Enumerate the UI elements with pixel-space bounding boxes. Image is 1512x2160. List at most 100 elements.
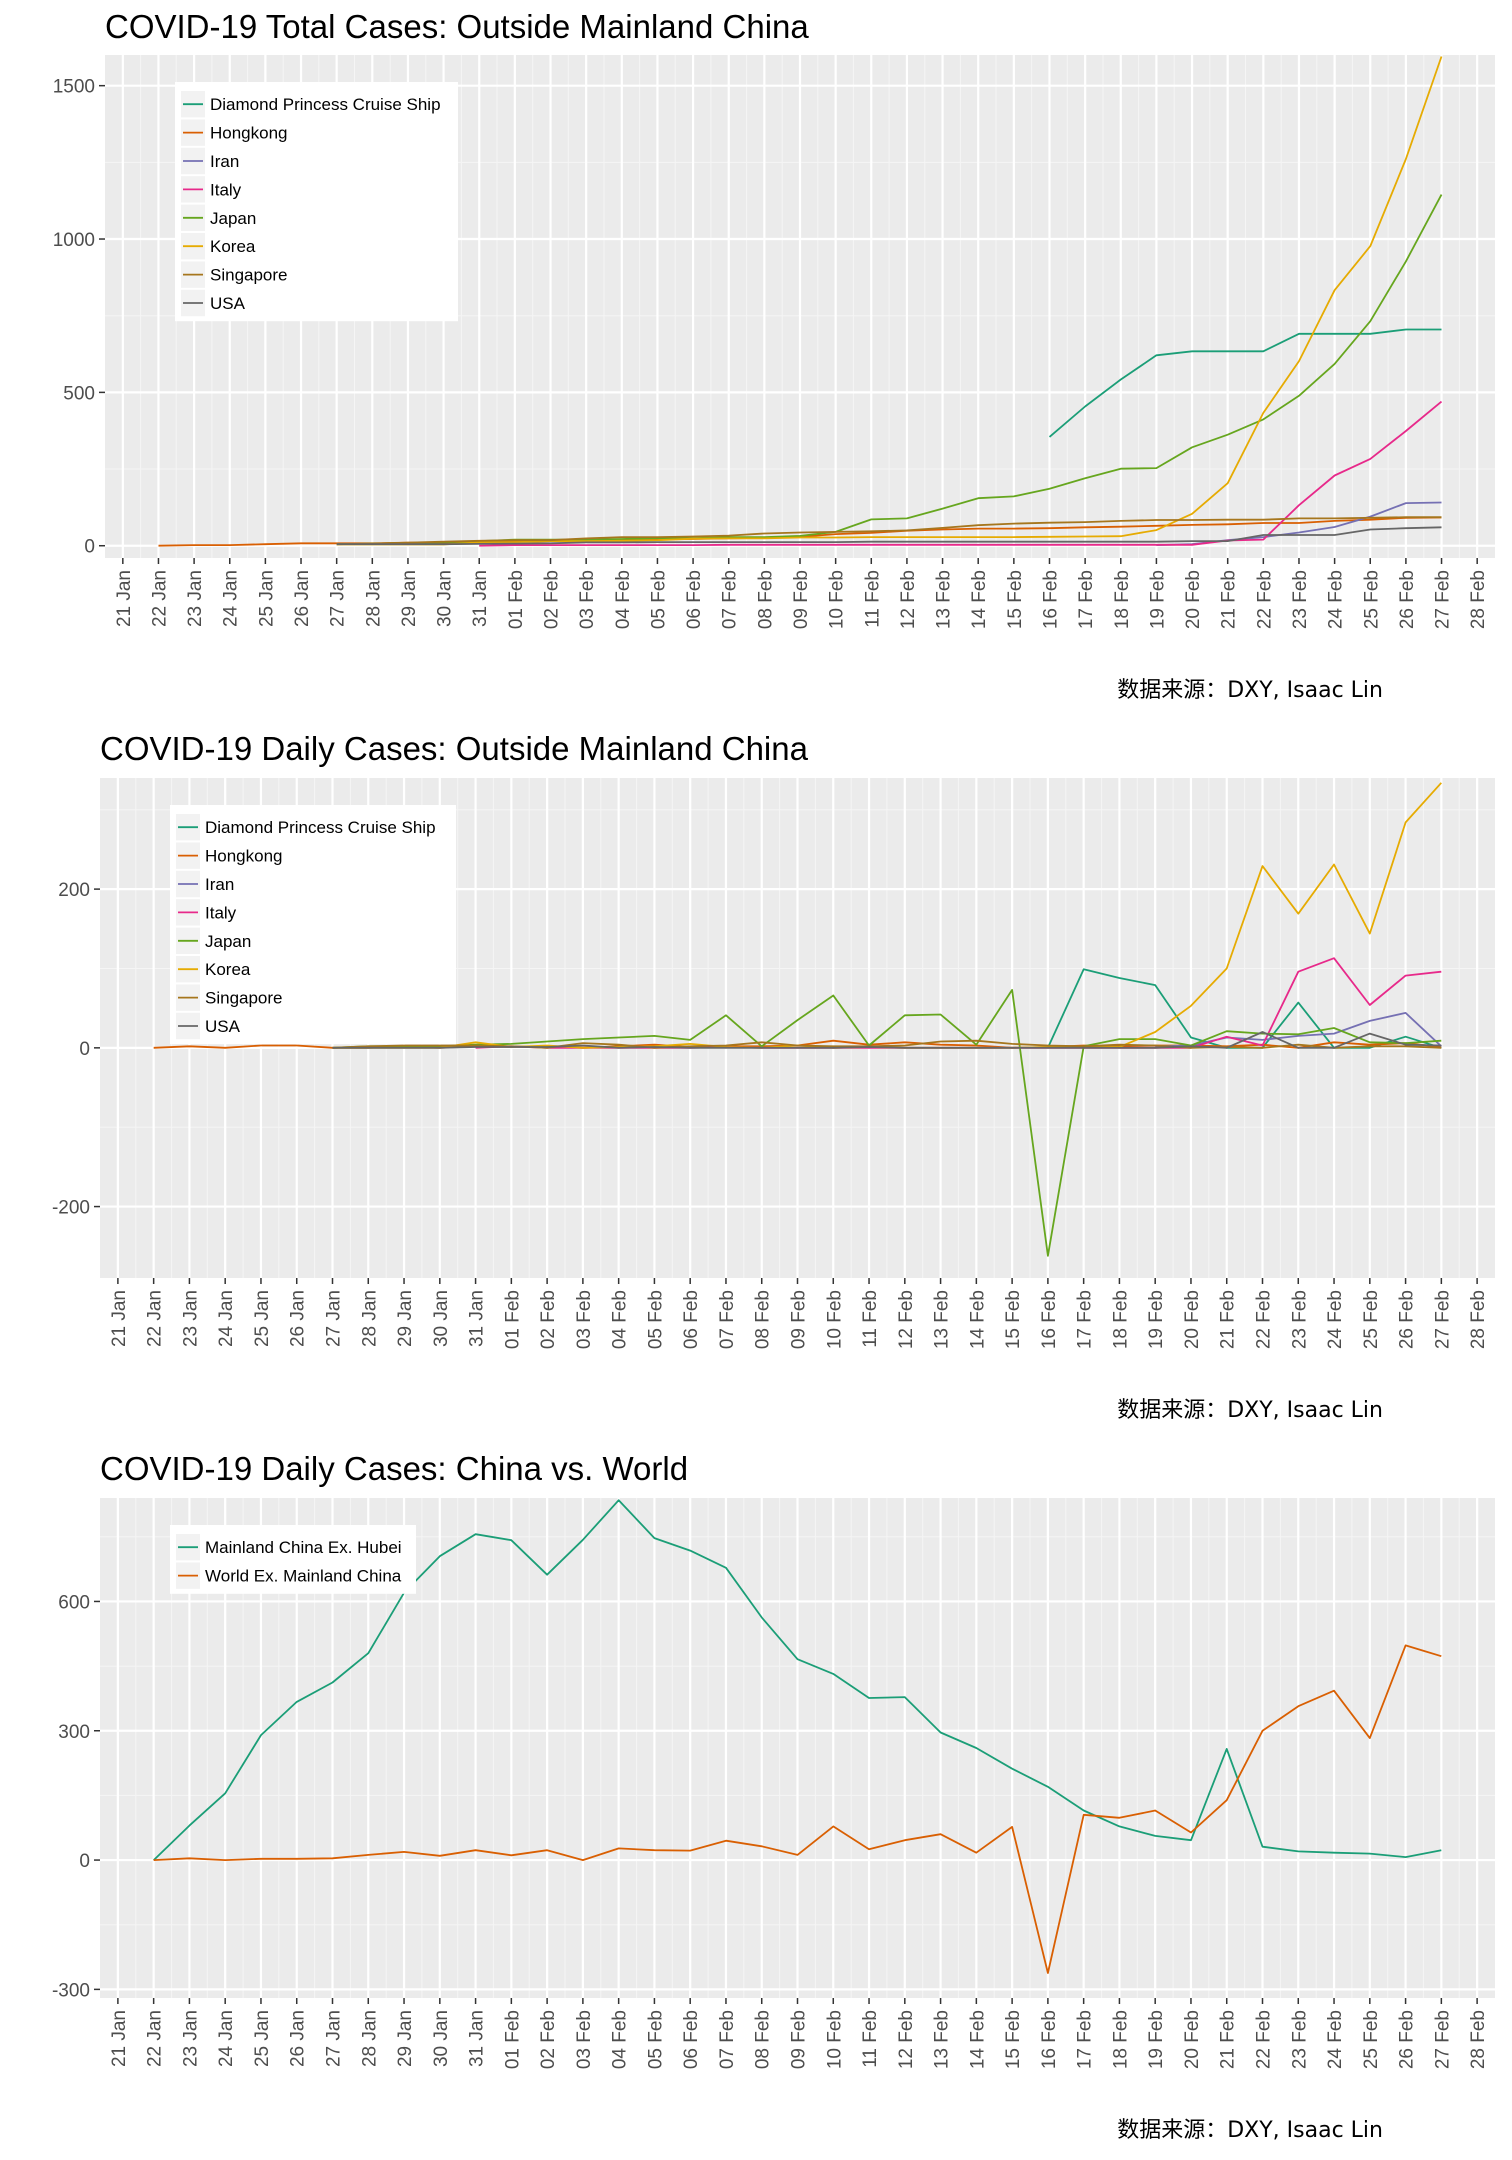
x-tick-label: 31 Jan bbox=[467, 2010, 488, 2067]
x-tick-label: 27 Feb bbox=[1432, 2010, 1453, 2069]
x-tick-label: 19 Feb bbox=[1147, 570, 1168, 629]
x-tick-label: 20 Feb bbox=[1183, 570, 1204, 629]
x-tick-label: 12 Feb bbox=[898, 570, 919, 629]
legend-label: World Ex. Mainland China bbox=[205, 1567, 402, 1586]
x-tick-label: 19 Feb bbox=[1146, 2010, 1167, 2069]
x-tick-label: 25 Feb bbox=[1361, 2010, 1382, 2069]
x-tick-label: 02 Feb bbox=[538, 1290, 559, 1349]
x-tick-label: 26 Feb bbox=[1397, 2010, 1418, 2069]
x-tick-label: 29 Jan bbox=[395, 2010, 416, 2067]
y-tick-label: 1000 bbox=[53, 230, 95, 251]
x-tick-label: 28 Feb bbox=[1468, 2010, 1489, 2069]
x-tick-label: 15 Feb bbox=[1003, 2010, 1024, 2069]
x-tick-label: 23 Feb bbox=[1289, 2010, 1310, 2069]
legend-label: Iran bbox=[205, 875, 234, 894]
x-tick-label: 29 Jan bbox=[399, 570, 420, 627]
legend-label: Hongkong bbox=[205, 847, 283, 866]
series-world-ex-mainland-china bbox=[153, 1644, 1442, 1974]
chart-panel-daily-cases: COVID-19 Daily Cases: Outside Mainland C… bbox=[0, 720, 1512, 1440]
legend-label: Korea bbox=[210, 237, 256, 256]
x-tick-label: 04 Feb bbox=[610, 1290, 631, 1349]
y-tick-label: -300 bbox=[52, 1980, 90, 2001]
x-tick-label: 29 Jan bbox=[395, 1290, 416, 1347]
y-tick-label: 0 bbox=[79, 1039, 90, 1060]
x-tick-label: 03 Feb bbox=[574, 1290, 595, 1349]
x-tick-label: 17 Feb bbox=[1075, 2010, 1096, 2069]
x-tick-label: 07 Feb bbox=[720, 570, 741, 629]
x-tick-label: 21 Jan bbox=[109, 1290, 130, 1347]
x-tick-label: 22 Jan bbox=[145, 1290, 166, 1347]
source-caption: 数据来源：DXY, Isaac Lin bbox=[1117, 678, 1383, 703]
x-tick-label: 28 Jan bbox=[359, 1290, 380, 1347]
x-tick-label: 13 Feb bbox=[932, 2010, 953, 2069]
source-caption: 数据来源：DXY, Isaac Lin bbox=[1117, 2118, 1383, 2143]
x-tick-label: 25 Jan bbox=[252, 1290, 273, 1347]
x-tick-label: 31 Jan bbox=[467, 1290, 488, 1347]
legend-label: Korea bbox=[205, 960, 251, 979]
x-tick-label: 23 Feb bbox=[1289, 1290, 1310, 1349]
x-tick-label: 22 Jan bbox=[149, 570, 170, 627]
x-tick-label: 14 Feb bbox=[967, 2010, 988, 2069]
x-tick-label: 13 Feb bbox=[934, 570, 955, 629]
x-tick-label: 24 Jan bbox=[216, 2010, 237, 2067]
x-tick-label: 16 Feb bbox=[1039, 2010, 1060, 2069]
legend-label: Iran bbox=[210, 152, 239, 171]
y-tick-label: 300 bbox=[58, 1722, 90, 1743]
x-tick-label: 08 Feb bbox=[755, 570, 776, 629]
x-tick-label: 28 Feb bbox=[1468, 1290, 1489, 1349]
legend-label: Hongkong bbox=[210, 124, 288, 143]
x-tick-label: 09 Feb bbox=[789, 1290, 810, 1349]
x-tick-label: 23 Jan bbox=[185, 570, 206, 627]
x-tick-label: 07 Feb bbox=[717, 2010, 738, 2069]
x-tick-label: 30 Jan bbox=[431, 1290, 452, 1347]
legend: Mainland China Ex. Hubei World Ex. Mainla… bbox=[170, 1525, 416, 1594]
x-tick-label: 06 Feb bbox=[681, 1290, 702, 1349]
x-tick-label: 26 Jan bbox=[288, 2010, 309, 2067]
legend: Diamond Princess Cruise Ship Hongkong Iran… bbox=[170, 805, 456, 1045]
chart-title: COVID-19 Total Cases: Outside Mainland C… bbox=[105, 8, 809, 45]
x-tick-label: 27 Jan bbox=[324, 1290, 345, 1347]
x-tick-label: 05 Feb bbox=[645, 2010, 666, 2069]
chart-panel-total-cases: COVID-19 Total Cases: Outside Mainland C… bbox=[0, 0, 1512, 720]
y-tick-label: 1500 bbox=[53, 77, 95, 98]
x-tick-label: 24 Jan bbox=[221, 570, 242, 627]
legend: Diamond Princess Cruise Ship Hongkong Iran… bbox=[175, 82, 458, 322]
series-line bbox=[1048, 328, 1442, 438]
legend-label: Singapore bbox=[210, 266, 288, 285]
x-tick-label: 10 Feb bbox=[824, 2010, 845, 2069]
series-line bbox=[336, 526, 1442, 546]
y-tick-label: 200 bbox=[58, 880, 90, 901]
series-diamond-princess-cruise-ship bbox=[1048, 328, 1442, 438]
x-tick-label: 24 Feb bbox=[1326, 570, 1347, 629]
legend-label: Diamond Princess Cruise Ship bbox=[205, 818, 436, 837]
x-tick-label: 16 Feb bbox=[1039, 1290, 1060, 1349]
x-tick-label: 23 Jan bbox=[180, 1290, 201, 1347]
x-tick-label: 21 Feb bbox=[1218, 1290, 1239, 1349]
x-tick-label: 09 Feb bbox=[791, 570, 812, 629]
y-tick-label: -200 bbox=[52, 1198, 90, 1219]
x-tick-label: 11 Feb bbox=[862, 570, 883, 628]
x-tick-label: 13 Feb bbox=[932, 1290, 953, 1349]
x-tick-label: 17 Feb bbox=[1075, 1290, 1096, 1349]
x-tick-label: 01 Feb bbox=[502, 1290, 523, 1349]
x-tick-label: 18 Feb bbox=[1110, 2010, 1131, 2069]
x-tick-label: 15 Feb bbox=[1005, 570, 1026, 629]
x-tick-label: 25 Feb bbox=[1361, 1290, 1382, 1349]
x-tick-label: 03 Feb bbox=[574, 2010, 595, 2069]
x-tick-label: 12 Feb bbox=[896, 2010, 917, 2069]
x-tick-label: 08 Feb bbox=[753, 2010, 774, 2069]
series-line bbox=[332, 1031, 1442, 1049]
x-tick-label: 05 Feb bbox=[648, 570, 669, 629]
legend-label: Japan bbox=[210, 209, 256, 228]
legend-label: Italy bbox=[210, 180, 242, 199]
x-tick-label: 27 Jan bbox=[324, 2010, 345, 2067]
y-tick-label: 0 bbox=[79, 1851, 90, 1872]
x-tick-label: 28 Jan bbox=[359, 2010, 380, 2067]
y-tick-label: 500 bbox=[63, 383, 95, 404]
x-tick-label: 26 Feb bbox=[1397, 1290, 1418, 1349]
x-tick-label: 30 Jan bbox=[431, 2010, 452, 2067]
x-tick-label: 24 Jan bbox=[216, 1290, 237, 1347]
x-tick-label: 14 Feb bbox=[969, 570, 990, 629]
x-tick-label: 25 Jan bbox=[256, 570, 277, 627]
x-tick-label: 02 Feb bbox=[542, 570, 563, 629]
